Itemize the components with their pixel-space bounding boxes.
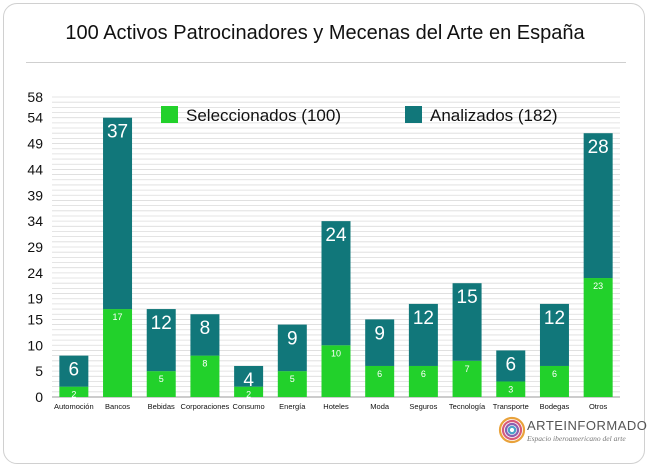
bar-seleccionados <box>408 365 438 397</box>
bar-seleccionados <box>583 278 613 397</box>
data-label-analizados: 8 <box>200 318 211 339</box>
y-tick-label: 10 <box>27 337 43 353</box>
data-label-analizados: 12 <box>413 308 434 329</box>
data-label-analizados: 24 <box>325 225 347 246</box>
logo-ring <box>507 425 517 435</box>
bar-analizados <box>146 309 176 372</box>
bar-seleccionados <box>365 365 395 397</box>
bar-analizados <box>103 117 133 310</box>
data-label-analizados: 28 <box>588 137 609 158</box>
bar-analizados <box>452 283 482 361</box>
bar-analizados <box>583 133 613 279</box>
y-tick-label: 39 <box>27 187 43 203</box>
x-tick-label: Otros <box>589 402 608 411</box>
bar-analizados <box>539 303 569 366</box>
bar-analizados <box>408 303 438 366</box>
y-tick-label: 44 <box>27 161 43 177</box>
data-label-seleccionados: 7 <box>465 364 470 374</box>
y-tick-label: 34 <box>27 213 43 229</box>
bar-analizados <box>321 221 351 346</box>
x-tick-label: Corporaciones <box>181 402 230 411</box>
bar-seleccionados <box>496 381 526 397</box>
x-tick-label: Hoteles <box>323 402 349 411</box>
y-tick-label: 24 <box>27 265 43 281</box>
data-label-seleccionados: 5 <box>159 374 164 384</box>
logo-ring <box>498 416 526 444</box>
data-label-analizados: 37 <box>107 122 128 143</box>
data-label-seleccionados: 23 <box>593 281 603 291</box>
bar-seleccionados <box>190 355 220 397</box>
legend-label: Analizados (182) <box>430 106 558 125</box>
bar-analizados <box>365 319 395 366</box>
data-label-seleccionados: 2 <box>246 390 251 400</box>
y-tick-label: 19 <box>27 291 43 307</box>
bar-seleccionados <box>59 386 89 397</box>
y-tick-label: 15 <box>27 311 43 327</box>
legend-swatch <box>405 106 422 123</box>
bar-analizados <box>234 365 264 387</box>
y-tick-label: 58 <box>27 89 43 105</box>
x-axis-labels: Automoción Bancos Bebidas Corporaciones Cons… <box>54 402 608 411</box>
bar-seleccionados <box>277 371 307 397</box>
y-tick-label: 54 <box>27 110 43 126</box>
logo-ring <box>501 419 523 441</box>
data-label-analizados: 9 <box>374 323 385 344</box>
data-label-analizados: 15 <box>457 287 478 308</box>
chart-legend: Seleccionados (100) Analizados (182) <box>161 106 558 125</box>
data-label-seleccionados: 17 <box>113 312 123 322</box>
data-label-analizados: 4 <box>243 370 254 391</box>
logo-name: ARTEINFORMADO <box>527 418 648 433</box>
x-tick-label: Consumo <box>233 402 265 411</box>
y-tick-label: 0 <box>35 389 43 405</box>
y-tick-label: 49 <box>27 136 43 152</box>
bar-seleccionados <box>234 386 264 397</box>
data-label-seleccionados: 3 <box>508 384 513 394</box>
x-tick-label: Bancos <box>105 402 130 411</box>
y-tick-label: 29 <box>27 239 43 255</box>
data-label-analizados: 12 <box>544 308 565 329</box>
bar-seleccionados <box>103 309 133 397</box>
bar-analizados <box>59 355 89 387</box>
bar-analizados <box>496 350 526 382</box>
x-tick-label: Transporte <box>493 402 529 411</box>
data-label-analizados: 9 <box>287 329 298 350</box>
logo-ring <box>504 422 520 438</box>
data-label-seleccionados: 8 <box>202 359 207 369</box>
bar-seleccionados <box>321 345 351 397</box>
data-label-seleccionados: 6 <box>377 369 382 379</box>
legend-label: Seleccionados (100) <box>186 106 341 125</box>
data-label-analizados: 6 <box>69 360 80 381</box>
bar-analizados <box>277 324 307 372</box>
logo-tagline: Espacio iberoamericano del arte <box>527 434 626 443</box>
x-tick-label: Energía <box>279 402 306 411</box>
bar-seleccionados <box>146 371 176 397</box>
data-label-seleccionados: 2 <box>71 390 76 400</box>
x-tick-label: Bebidas <box>148 402 175 411</box>
bar-seleccionados <box>452 360 482 397</box>
bar-analizados <box>190 314 220 356</box>
x-tick-label: Automoción <box>54 402 94 411</box>
x-tick-label: Moda <box>370 402 390 411</box>
data-label-seleccionados: 5 <box>290 374 295 384</box>
data-label-seleccionados: 10 <box>331 348 341 358</box>
chart-title: 100 Activos Patrocinadores y Mecenas del… <box>65 22 585 44</box>
y-tick-label: 5 <box>35 363 43 379</box>
legend-swatch <box>161 106 178 123</box>
data-label-seleccionados: 6 <box>421 369 426 379</box>
title-divider <box>26 62 626 63</box>
data-label-analizados: 6 <box>505 354 516 375</box>
data-label-analizados: 12 <box>151 313 172 334</box>
x-tick-label: Tecnología <box>449 402 486 411</box>
x-tick-label: Seguros <box>409 402 437 411</box>
data-label-seleccionados: 6 <box>552 369 557 379</box>
y-axis-ticks: 0 5 10 15 19 24 29 34 39 44 49 54 58 <box>27 89 43 405</box>
bar-seleccionados <box>539 365 569 397</box>
x-tick-label: Bodegas <box>540 402 570 411</box>
arteinformado-logo-icon <box>498 416 526 444</box>
